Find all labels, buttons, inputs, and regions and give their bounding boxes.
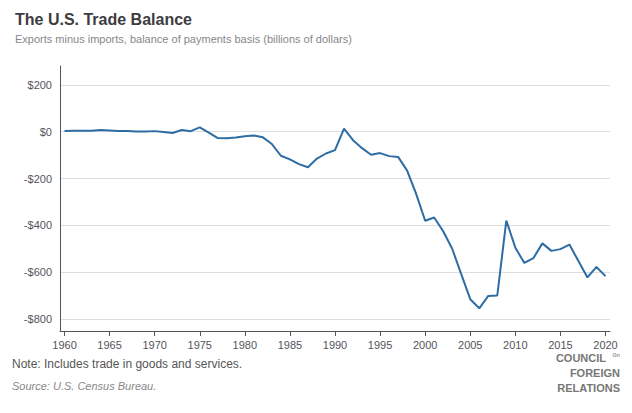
svg-text:2015: 2015 xyxy=(548,339,572,351)
svg-text:1985: 1985 xyxy=(278,339,302,351)
svg-text:$200: $200 xyxy=(28,79,52,91)
svg-text:-$600: -$600 xyxy=(24,266,52,278)
svg-text:-$800: -$800 xyxy=(24,313,52,325)
svg-text:2020: 2020 xyxy=(593,339,617,351)
svg-text:FOREIGN: FOREIGN xyxy=(570,367,620,379)
svg-text:Note: Includes trade in goods: Note: Includes trade in goods and servic… xyxy=(12,357,242,371)
svg-text:2010: 2010 xyxy=(503,339,527,351)
svg-text:RELATIONS: RELATIONS xyxy=(557,382,620,394)
svg-text:1995: 1995 xyxy=(368,339,392,351)
svg-text:The U.S. Trade Balance: The U.S. Trade Balance xyxy=(15,11,192,28)
svg-text:2000: 2000 xyxy=(413,339,437,351)
svg-text:1970: 1970 xyxy=(142,339,166,351)
svg-text:-$200: -$200 xyxy=(24,173,52,185)
svg-text:-$400: -$400 xyxy=(24,219,52,231)
svg-text:1960: 1960 xyxy=(52,339,76,351)
svg-text:COUNCIL: COUNCIL xyxy=(556,352,606,364)
svg-text:1980: 1980 xyxy=(233,339,257,351)
svg-text:1990: 1990 xyxy=(323,339,347,351)
svg-text:2005: 2005 xyxy=(458,339,482,351)
svg-text:1965: 1965 xyxy=(97,339,121,351)
svg-text:1975: 1975 xyxy=(188,339,212,351)
svg-text:$0: $0 xyxy=(40,126,52,138)
svg-text:ᵒⁿ: ᵒⁿ xyxy=(613,350,621,361)
svg-text:Source: U.S. Census Bureau.: Source: U.S. Census Bureau. xyxy=(12,380,156,392)
svg-text:Exports minus imports, balance: Exports minus imports, balance of paymen… xyxy=(15,33,352,45)
